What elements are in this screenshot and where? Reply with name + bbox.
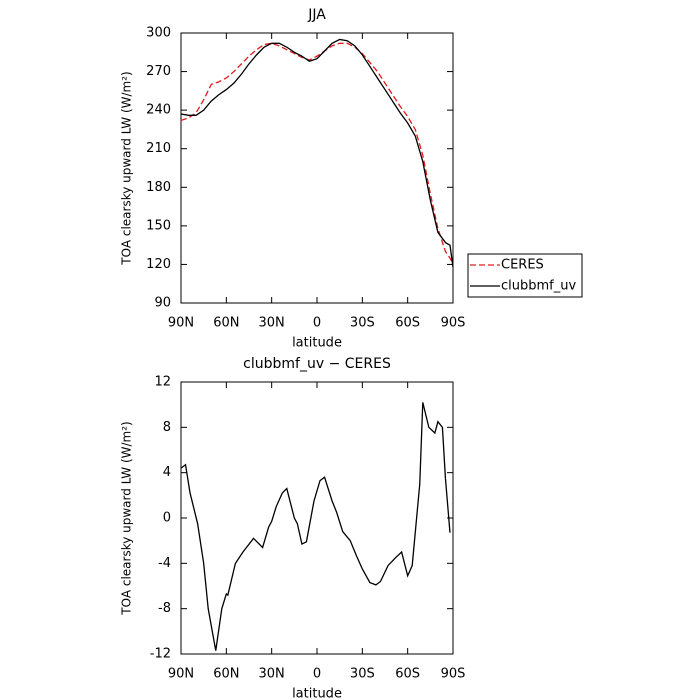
data-line: [180, 42, 454, 265]
chart-title: clubbmf_uv − CERES: [243, 356, 391, 372]
y-tick-label: 4: [163, 465, 171, 480]
data-line: [180, 38, 454, 268]
y-tick-label: 240: [146, 103, 171, 118]
y-tick-label: 180: [146, 180, 171, 195]
x-tick-label: 0: [313, 316, 321, 331]
plot-frame: [180, 32, 454, 304]
x-tick-label: 0: [313, 667, 321, 682]
y-tick-label: -12: [150, 647, 171, 662]
y-axis-label: TOA clearsky upward LW (W/m²): [120, 71, 134, 265]
x-tick-label: 30N: [259, 667, 285, 682]
x-tick-label: 60S: [395, 667, 420, 682]
y-tick-label: 8: [163, 420, 171, 435]
y-tick-label: 210: [146, 141, 171, 156]
x-tick-label: 90N: [168, 667, 194, 682]
x-axis-label: latitude: [292, 336, 342, 351]
x-tick-label: 60S: [395, 316, 420, 331]
chart-title: JJA: [307, 7, 326, 23]
x-tick-label: 30S: [350, 316, 375, 331]
y-tick-label: 270: [146, 64, 171, 79]
x-tick-label: 60N: [213, 316, 239, 331]
y-tick-label: 150: [146, 218, 171, 233]
y-axis-label: TOA clearsky upward LW (W/m²): [120, 421, 134, 615]
x-tick-label: 30N: [259, 316, 285, 331]
legend-box: [467, 253, 583, 298]
x-tick-label: 90S: [441, 316, 466, 331]
y-tick-label: 300: [146, 26, 171, 41]
y-tick-label: 120: [146, 257, 171, 272]
data-line: [180, 402, 451, 651]
y-tick-label: 12: [154, 375, 171, 390]
x-tick-label: 60N: [213, 667, 239, 682]
legend-label: clubbmf_uv: [501, 279, 576, 294]
y-tick-label: -8: [158, 601, 171, 616]
x-tick-label: 30S: [350, 667, 375, 682]
x-tick-label: 90N: [168, 316, 194, 331]
y-tick-label: 0: [163, 511, 171, 526]
x-tick-label: 90S: [441, 667, 466, 682]
x-axis-label: latitude: [292, 687, 342, 700]
legend-label: CERES: [501, 258, 544, 273]
y-tick-label: 90: [154, 296, 171, 311]
y-tick-label: -4: [158, 556, 171, 571]
